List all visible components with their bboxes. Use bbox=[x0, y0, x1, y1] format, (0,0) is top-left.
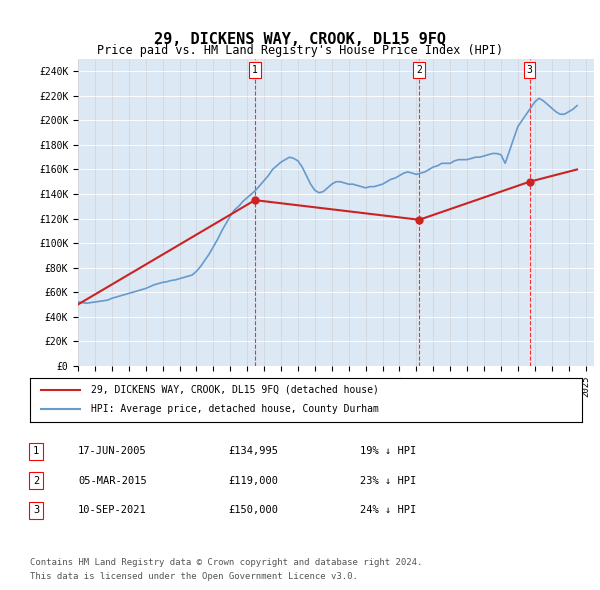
Text: 29, DICKENS WAY, CROOK, DL15 9FQ (detached house): 29, DICKENS WAY, CROOK, DL15 9FQ (detach… bbox=[91, 385, 379, 395]
Text: 05-MAR-2015: 05-MAR-2015 bbox=[78, 476, 147, 486]
Text: HPI: Average price, detached house, County Durham: HPI: Average price, detached house, Coun… bbox=[91, 405, 379, 414]
Text: £150,000: £150,000 bbox=[228, 506, 278, 515]
Text: 23% ↓ HPI: 23% ↓ HPI bbox=[360, 476, 416, 486]
Text: 3: 3 bbox=[33, 506, 39, 515]
Text: 24% ↓ HPI: 24% ↓ HPI bbox=[360, 506, 416, 515]
Text: £134,995: £134,995 bbox=[228, 447, 278, 456]
Text: Price paid vs. HM Land Registry's House Price Index (HPI): Price paid vs. HM Land Registry's House … bbox=[97, 44, 503, 57]
Text: 10-SEP-2021: 10-SEP-2021 bbox=[78, 506, 147, 515]
Point bbox=[415, 215, 424, 224]
Text: 29, DICKENS WAY, CROOK, DL15 9FQ: 29, DICKENS WAY, CROOK, DL15 9FQ bbox=[154, 32, 446, 47]
Point bbox=[250, 195, 260, 205]
Text: 19% ↓ HPI: 19% ↓ HPI bbox=[360, 447, 416, 456]
Text: 17-JUN-2005: 17-JUN-2005 bbox=[78, 447, 147, 456]
Text: 2: 2 bbox=[416, 65, 422, 75]
Text: 3: 3 bbox=[527, 65, 532, 75]
Point bbox=[525, 177, 535, 186]
Text: This data is licensed under the Open Government Licence v3.0.: This data is licensed under the Open Gov… bbox=[30, 572, 358, 581]
Text: 1: 1 bbox=[33, 447, 39, 456]
Text: 2: 2 bbox=[33, 476, 39, 486]
Text: £119,000: £119,000 bbox=[228, 476, 278, 486]
Text: 1: 1 bbox=[252, 65, 258, 75]
Text: Contains HM Land Registry data © Crown copyright and database right 2024.: Contains HM Land Registry data © Crown c… bbox=[30, 558, 422, 566]
